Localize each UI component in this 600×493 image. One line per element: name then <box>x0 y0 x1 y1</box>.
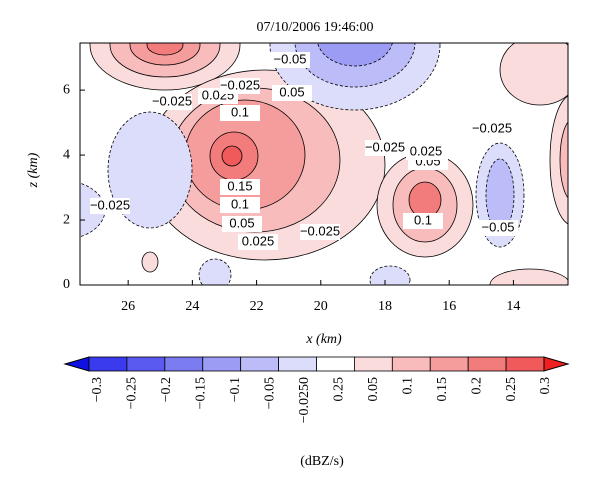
colorbar-box <box>278 356 317 372</box>
contour-label: 0.15 <box>227 178 252 193</box>
contour-region <box>549 95 568 225</box>
colorbar-box <box>316 356 355 372</box>
y-tick-label: 2 <box>63 212 70 227</box>
colorbar-box <box>202 356 242 372</box>
plot-frame <box>79 42 569 286</box>
contour-label-bg <box>90 198 130 214</box>
colorbar-label: (dBZ/s) <box>300 454 344 469</box>
colorbar-box <box>429 356 469 372</box>
contour-label: 0.025 <box>410 143 443 158</box>
colorbar-box <box>505 356 545 372</box>
contour-label-bg <box>300 224 340 240</box>
contour-region <box>369 265 411 285</box>
contour-label-bg <box>220 78 260 94</box>
contour-label-bg <box>152 94 192 110</box>
colorbar-tick-label: 0.25 <box>504 377 519 402</box>
contour-label: −0.025 <box>300 223 340 238</box>
colorbar-box <box>88 356 128 372</box>
contour-region <box>221 145 243 167</box>
contour-region <box>198 258 232 285</box>
x-tick-label: 16 <box>442 299 456 314</box>
colorbar-tick-label: 0.3 <box>538 377 553 395</box>
contour-label: 0.05 <box>229 215 254 230</box>
colorbar-tick-label: −0.3 <box>90 377 105 402</box>
contour-label: −0.05 <box>274 51 307 66</box>
y-axis-label: z (km) <box>26 152 41 188</box>
x-tick-label: 26 <box>121 299 135 314</box>
colorbar-tick-label: 0.2 <box>469 377 484 395</box>
contour-label-bg <box>406 144 446 160</box>
x-tick-label: 14 <box>506 299 520 314</box>
contour-label: −0.025 <box>220 77 260 92</box>
contour-label-bg <box>220 179 260 195</box>
colorbar-arrow <box>543 356 570 372</box>
colorbar-box <box>240 356 279 372</box>
contour-region <box>317 43 393 67</box>
chart-title: 07/10/2006 19:46:00 <box>256 20 373 35</box>
colorbar-tick-label: 0.15 <box>435 377 450 402</box>
contour-label: 0.1 <box>231 104 249 119</box>
contour-label: 0.1 <box>231 196 249 211</box>
colorbar-tick-label: −0.05 <box>263 377 278 409</box>
contour-label: −0.025 <box>152 93 192 108</box>
x-tick-label: 18 <box>378 299 392 314</box>
x-tick-label: 20 <box>314 299 328 314</box>
contour-label-bg <box>238 234 278 250</box>
contour-label-bg <box>272 85 312 101</box>
contour-label-bg <box>220 197 260 213</box>
colorbar-tick-label: −0.15 <box>194 377 209 409</box>
colorbar-tick-label: 0.05 <box>366 377 381 402</box>
colorbar-tick-label: −0.25 <box>125 377 140 409</box>
contour-label: −0.025 <box>472 120 512 135</box>
contour-label-bg <box>472 121 512 137</box>
contour-label: −0.025 <box>90 197 130 212</box>
contour-label: 0.025 <box>242 233 275 248</box>
contour-label-bg <box>222 216 262 232</box>
x-axis-label: x (km) <box>305 332 342 347</box>
contour-region <box>489 268 568 285</box>
x-tick-label: 24 <box>185 299 199 314</box>
y-tick-label: 4 <box>63 147 70 162</box>
colorbar-tick-label: −0.1 <box>228 377 243 402</box>
contour-region <box>499 43 568 106</box>
contour-label-bg <box>270 52 310 68</box>
x-tick-label: 22 <box>250 299 264 314</box>
colorbar-tick-label: −0.2 <box>159 377 174 402</box>
contour-label-bg <box>403 213 443 229</box>
contour-label-bg <box>478 220 518 236</box>
colorbar-box <box>354 356 393 372</box>
colorbar-box <box>126 356 166 372</box>
y-tick-label: 0 <box>63 277 70 292</box>
contour-label: −0.025 <box>365 139 405 154</box>
contour-region <box>146 43 184 56</box>
contour-region <box>559 121 568 199</box>
y-tick-label: 6 <box>63 82 70 97</box>
contour-label: −0.05 <box>482 219 515 234</box>
colorbar-box <box>467 356 507 372</box>
colorbar-tick-label: −0.0250 <box>297 377 312 423</box>
contour-label-bg <box>365 140 405 156</box>
colorbar-box <box>164 356 204 372</box>
contour-label: 0.05 <box>279 84 304 99</box>
colorbar-box <box>391 356 431 372</box>
colorbar-tick-label: 0.1 <box>400 377 415 395</box>
contour-region <box>141 251 159 273</box>
colorbar-arrow <box>63 356 90 372</box>
colorbar-tick-label: 0.25 <box>331 377 346 402</box>
contour-label: 0.1 <box>414 212 432 227</box>
contour-label-bg <box>220 105 260 121</box>
